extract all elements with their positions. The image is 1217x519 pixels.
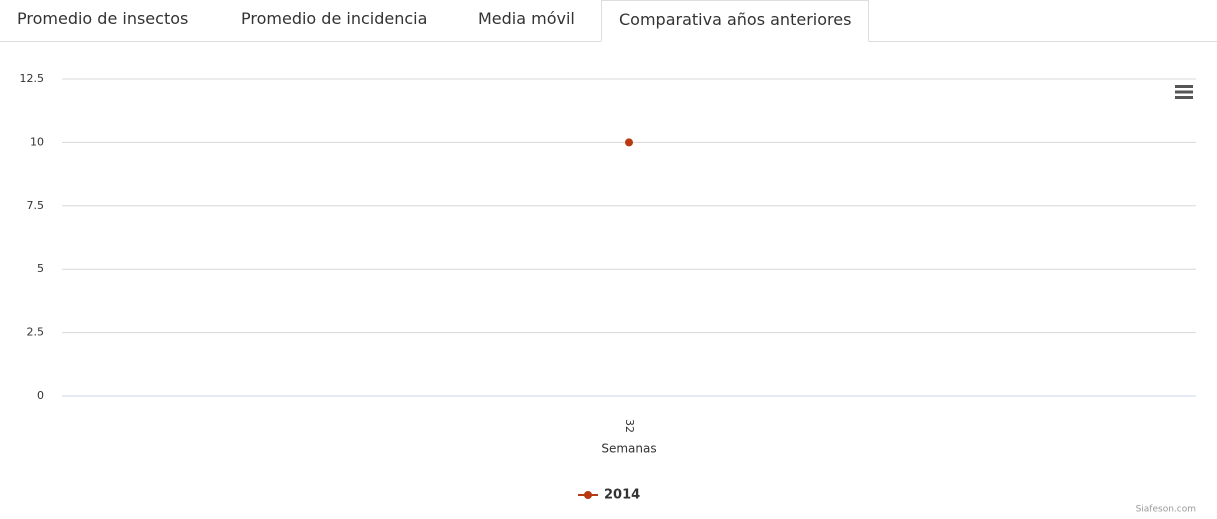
tab-bar: Promedio de insectos Promedio de incidenc… [0, 0, 1217, 42]
menu-icon[interactable] [1175, 85, 1193, 99]
chart: 0 2.5 5 7.5 10 12.5 32 Semanas 2014 Siafeson.com [20, 72, 1196, 515]
tab[interactable]: Promedio de insectos [17, 9, 189, 28]
legend-marker [584, 491, 592, 499]
tab[interactable]: Comparativa años anteriores [601, 0, 870, 42]
y-tick-label: 10 [30, 135, 44, 148]
menu-bar [1175, 85, 1193, 88]
legend-label: 2014 [604, 488, 640, 503]
menu-bar [1175, 90, 1193, 94]
data-point [625, 138, 633, 147]
menu-bar [1175, 96, 1193, 99]
y-tick-label: 7.5 [27, 199, 45, 212]
y-tick-label: 0 [37, 389, 44, 402]
legend-item: 2014 [578, 488, 640, 503]
y-tick-label: 12.5 [20, 72, 45, 85]
tab[interactable]: Media móvil [478, 9, 575, 28]
credits: Siafeson.com [1136, 505, 1196, 515]
y-tick-label: 5 [37, 262, 44, 275]
tab[interactable]: Promedio de incidencia [241, 9, 428, 28]
x-axis-title: Semanas [601, 442, 656, 456]
x-tick-label: 32 [623, 419, 636, 433]
y-tick-label: 2.5 [27, 326, 45, 339]
